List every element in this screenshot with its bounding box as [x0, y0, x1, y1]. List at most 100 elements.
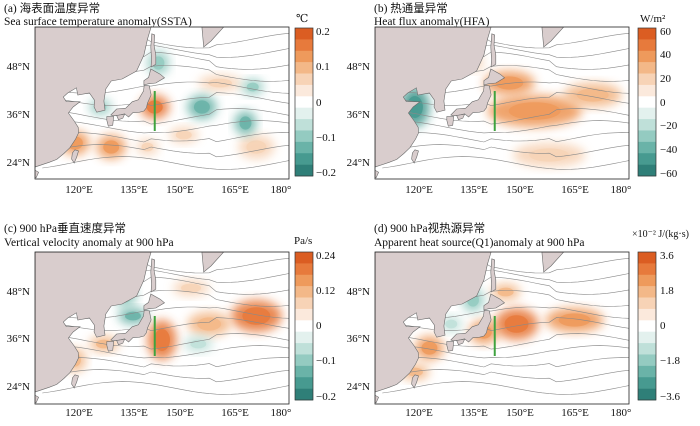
colorbar-step: [295, 153, 313, 165]
panel-b-ytick-36: 36°N: [347, 109, 370, 121]
colorbar-step: [295, 107, 313, 120]
panel-b-xtick-165: 165°E: [561, 184, 589, 196]
panel-c-colorbar-ticks: 0.24 0.12 0 −0.1 −0.2: [316, 250, 336, 403]
contour-line: [42, 369, 289, 383]
anomaly-core: [193, 100, 210, 114]
land-mass: [35, 394, 39, 404]
colorbar-step: [638, 377, 656, 389]
colorbar-step: [638, 320, 656, 332]
panel-d-xtick-165: 165°E: [561, 407, 589, 419]
panel-a-cb-tick-1: 0.1: [316, 61, 330, 73]
panel-a-colorbar-ticks: 0.2 0.1 0 −0.1 −0.2: [316, 26, 336, 179]
panel-b-colorbar: [637, 27, 657, 177]
colorbar-step: [638, 39, 656, 52]
panel-c-xtick-135: 135°E: [120, 407, 148, 419]
panel-c-map: [34, 251, 290, 405]
panel-b-ytick-24: 24°N: [347, 157, 370, 169]
panel-c-title-cn: (c) 900 hPa垂直速度异常: [4, 221, 126, 235]
land-mass: [35, 169, 39, 179]
land-mass: [201, 252, 225, 273]
contour-line: [382, 132, 629, 143]
colorbar-step: [638, 274, 656, 287]
panel-a-xtick-150: 150°E: [166, 184, 194, 196]
panel-d-map: [374, 251, 630, 405]
panel-a-ytick-36: 36°N: [7, 109, 30, 121]
colorbar-step: [295, 354, 313, 367]
land-mass: [150, 258, 157, 293]
colorbar-step: [295, 62, 313, 74]
anomaly-core: [508, 102, 561, 120]
land-mass: [201, 27, 225, 48]
panel-a-colorbar: [294, 27, 314, 177]
panel-c-xtick-150: 150°E: [166, 407, 194, 419]
colorbar-step: [638, 73, 656, 86]
panel-a-cb-tick-4: −0.2: [316, 167, 336, 179]
colorbar-step: [295, 130, 313, 143]
contour-line: [42, 345, 289, 359]
land-mass: [446, 341, 455, 352]
panel-c-cb-tick-0: 0.24: [316, 250, 336, 262]
panel-d-colorbar-ticks: 3.6 1.8 0 −1.8 −3.6: [660, 250, 680, 403]
panel-a-xtick-120: 120°E: [65, 184, 93, 196]
panel-b-xtick-120: 120°E: [405, 184, 433, 196]
panel-c-xtick-165: 165°E: [221, 407, 249, 419]
panel-d-cb-tick-4: −3.6: [660, 391, 680, 403]
panel-d-xtick-150: 150°E: [506, 407, 534, 419]
contour-line: [382, 92, 629, 107]
colorbar-step: [638, 119, 656, 131]
land-mass: [375, 27, 492, 168]
land-mass: [541, 27, 565, 48]
contour-line: [382, 144, 629, 158]
colorbar-step: [295, 320, 313, 332]
panel-b-cb-tick-0: 60: [660, 26, 672, 38]
anomaly-core: [529, 148, 570, 162]
contour-line: [42, 144, 289, 158]
colorbar-step: [638, 354, 656, 367]
colorbar-step: [295, 50, 313, 63]
panel-a-ytick-24: 24°N: [7, 157, 30, 169]
panel-d-ytick-48: 48°N: [347, 286, 370, 298]
panel-a-cb-tick-2: 0: [316, 97, 322, 109]
anomaly-core: [558, 313, 591, 327]
panel-a-cb-tick-0: 0.2: [316, 26, 330, 38]
panel-a-xtick-180: 180°: [271, 184, 292, 196]
panel-a-xtick-165: 165°E: [221, 184, 249, 196]
colorbar-step: [638, 84, 656, 97]
contour-line: [42, 92, 289, 107]
panel-a-title-en: Sea surface temperature anomaly(SSTA): [4, 16, 192, 28]
land-mass: [411, 374, 419, 389]
colorbar-step: [638, 153, 656, 165]
colorbar-step: [295, 28, 313, 40]
land-mass: [110, 310, 152, 343]
panel-c-cb-tick-1: 0.12: [316, 285, 335, 297]
contour-line: [42, 357, 289, 368]
contour-line: [382, 156, 629, 170]
panel-d-title-cn: (d) 900 hPa视热源异常: [374, 221, 485, 235]
land-mass: [450, 310, 492, 343]
panel-c-xtick-180: 180°: [271, 407, 292, 419]
panel-a-ytick-48: 48°N: [7, 61, 30, 73]
anomaly-core: [175, 130, 192, 140]
panel-c-xtick-120: 120°E: [65, 407, 93, 419]
panel-d-xtick-120: 120°E: [405, 407, 433, 419]
panel-b-cb-tick-6: −60: [660, 168, 678, 180]
land-mass: [106, 116, 115, 127]
contour-line: [382, 120, 629, 134]
panel-d-xtick-180: 180°: [611, 407, 632, 419]
colorbar-step: [295, 263, 313, 276]
land-mass: [375, 394, 379, 404]
colorbar-step: [638, 388, 656, 401]
colorbar-step: [295, 39, 313, 52]
contour-line: [382, 381, 629, 395]
panel-a-title-cn: (a) 海表面温度异常: [4, 1, 100, 15]
land-mass: [490, 33, 497, 68]
panel-a: (a) 海表面温度异常 Sea surface temperature anom…: [4, 1, 336, 196]
colorbar-step: [638, 28, 656, 40]
panel-a-map: [34, 26, 290, 180]
colorbar-step: [638, 343, 656, 355]
land-mass: [450, 85, 492, 118]
contour-line: [42, 381, 289, 395]
panel-c-ytick-48: 48°N: [7, 286, 30, 298]
colorbar-step: [638, 308, 656, 321]
